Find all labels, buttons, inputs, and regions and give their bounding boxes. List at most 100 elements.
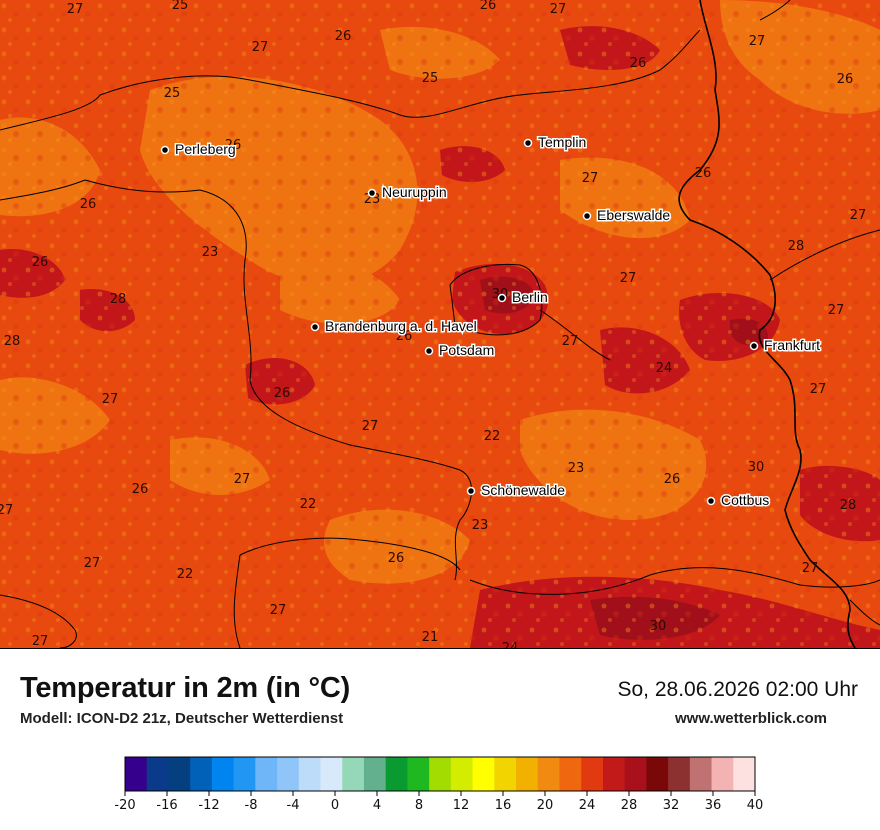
legend-swatch xyxy=(646,757,669,791)
legend-swatch xyxy=(516,757,539,791)
legend-swatch xyxy=(689,757,713,791)
temperature-value-label: 27 xyxy=(84,556,101,571)
temperature-value-label: 27 xyxy=(620,271,637,286)
city-label-halo: Templin xyxy=(538,134,586,150)
temperature-value-label: 30 xyxy=(650,619,667,634)
temperature-value-label: 27 xyxy=(102,392,119,407)
legend-swatch xyxy=(233,757,256,791)
city-label: Neuruppin xyxy=(382,184,447,200)
city-label-halo: Berlin xyxy=(512,289,548,305)
temperature-value-label: 27 xyxy=(850,208,867,223)
temperature-value-label: 30 xyxy=(748,460,765,475)
city-dot xyxy=(523,138,533,148)
legend-swatch xyxy=(211,757,235,791)
city-label-halo: Cottbus xyxy=(721,492,769,508)
temperature-value-label: 26 xyxy=(388,551,405,566)
legend-tick-label: 28 xyxy=(621,798,638,813)
legend-tick-label: 32 xyxy=(663,798,680,813)
temperature-value-label: 26 xyxy=(664,472,681,487)
city-label-halo: Potsdam xyxy=(439,342,494,358)
city-label: Frankfurt xyxy=(764,337,820,353)
legend-tick-label: -16 xyxy=(156,798,177,813)
temperature-map: 27 25 26 27 27 26 27 26 26 25 25 26 23 27 26 26 23 27 28 26… xyxy=(0,0,880,649)
city-label-halo: Eberswalde xyxy=(597,207,670,223)
legend-swatch xyxy=(125,757,148,791)
forecast-datetime: So, 28.06.2026 02:00 Uhr xyxy=(617,678,858,701)
legend-ticks: -20 -16 -12 -8 -4 0 4 8 12 16 20 24 28 32 36 40 xyxy=(115,791,763,813)
legend-swatch xyxy=(559,757,582,791)
legend-swatch xyxy=(255,757,278,791)
city-dot xyxy=(367,188,377,198)
value-labels: 27 25 26 27 27 26 27 26 26 25 25 26 23 27 26 26 23 27 28 26… xyxy=(0,0,867,649)
city-label-halo: Frankfurt xyxy=(764,337,820,353)
temperature-value-label: 26 xyxy=(396,329,413,344)
city-label-halo: Neuruppin xyxy=(382,184,447,200)
legend-tick-label: 16 xyxy=(495,798,512,813)
city-dot xyxy=(160,145,170,155)
temperature-value-label: 26 xyxy=(630,56,647,71)
city-dot xyxy=(424,346,434,356)
legend-tick-label: 24 xyxy=(579,798,596,813)
temperature-value-label: 28 xyxy=(110,292,127,307)
legend-tick-label: -4 xyxy=(287,798,300,813)
temperature-value-label: 27 xyxy=(362,419,379,434)
temperature-value-label: 27 xyxy=(550,2,567,17)
legend-tick-label: 12 xyxy=(453,798,470,813)
legend-swatch xyxy=(711,757,734,791)
legend-swatch xyxy=(190,757,213,791)
city-label: Schönewalde xyxy=(481,482,565,498)
temperature-value-label: 27 xyxy=(749,34,766,49)
legend-swatch xyxy=(168,757,191,791)
legend-tick-label: 36 xyxy=(705,798,722,813)
temperature-value-label: 27 xyxy=(32,634,49,649)
legend-swatches xyxy=(124,756,756,792)
legend-swatch xyxy=(342,757,365,791)
legend-swatch xyxy=(298,757,322,791)
temperature-value-label: 27 xyxy=(582,171,599,186)
temperature-value-label: 22 xyxy=(177,567,194,582)
city-label-halo: Perleberg xyxy=(175,141,236,157)
temperature-value-label: 23 xyxy=(568,461,585,476)
state-border xyxy=(678,0,856,648)
temperature-value-label: 26 xyxy=(837,72,854,87)
legend-tick-label: -8 xyxy=(245,798,258,813)
temperature-value-label: 27 xyxy=(234,472,251,487)
temperature-value-label: 26 xyxy=(335,29,352,44)
legend-swatch xyxy=(733,757,756,791)
legend-swatch xyxy=(363,757,387,791)
temperature-value-label: 27 xyxy=(252,40,269,55)
temperature-value-label: 24 xyxy=(656,361,673,376)
legend-swatch xyxy=(320,757,343,791)
map-title: Temperatur in 2m (in °C) xyxy=(20,672,351,704)
legend-tick-label: 4 xyxy=(373,798,381,813)
temperature-value-label: 26 xyxy=(132,482,149,497)
map-texture xyxy=(0,0,880,648)
legend-swatch xyxy=(407,757,430,791)
temperature-value-label: 27 xyxy=(0,503,13,518)
temperature-value-label: 28 xyxy=(788,239,805,254)
legend-swatch xyxy=(450,757,474,791)
city-dot xyxy=(466,486,476,496)
temperature-value-label: 27 xyxy=(270,603,287,618)
temperature-value-label: 25 xyxy=(422,71,439,86)
temperature-value-label: 26 xyxy=(225,138,242,153)
city-label: Templin xyxy=(538,134,586,150)
temperature-value-label: 26 xyxy=(480,0,497,13)
legend-swatch xyxy=(581,757,604,791)
website-link[interactable]: www.wetterblick.com xyxy=(675,710,827,727)
city-label: Cottbus xyxy=(721,492,769,508)
city-label-halo: Schönewalde xyxy=(481,482,565,498)
legend-frame xyxy=(124,756,756,792)
temperature-value-label: 27 xyxy=(810,382,827,397)
city-label-halo: Brandenburg a. d. Havel xyxy=(325,318,477,334)
temperature-value-label: 23 xyxy=(202,245,219,260)
temperature-value-label: 26 xyxy=(695,166,712,181)
legend-tick-label: -20 xyxy=(115,798,136,813)
